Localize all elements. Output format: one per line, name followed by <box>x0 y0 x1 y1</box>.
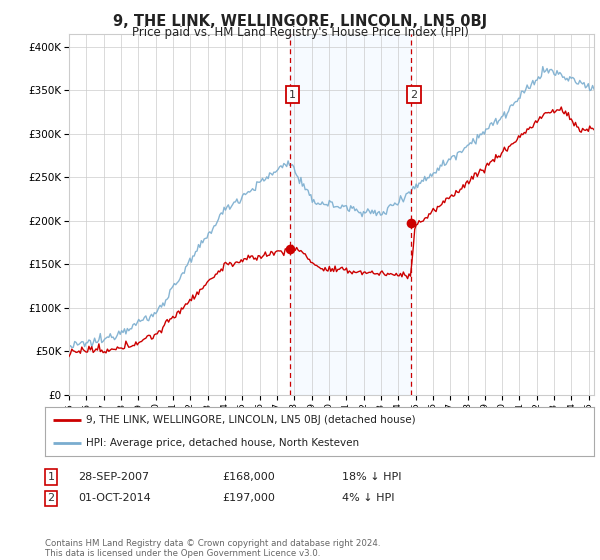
Text: £197,000: £197,000 <box>222 493 275 503</box>
Text: 01-OCT-2014: 01-OCT-2014 <box>78 493 151 503</box>
Bar <box>290 34 411 395</box>
Text: 1: 1 <box>47 472 55 482</box>
Text: 1: 1 <box>289 90 296 100</box>
Text: 28-SEP-2007: 28-SEP-2007 <box>78 472 149 482</box>
Text: 9, THE LINK, WELLINGORE, LINCOLN, LN5 0BJ (detached house): 9, THE LINK, WELLINGORE, LINCOLN, LN5 0B… <box>86 416 416 426</box>
Text: HPI: Average price, detached house, North Kesteven: HPI: Average price, detached house, Nort… <box>86 438 359 448</box>
Text: Price paid vs. HM Land Registry's House Price Index (HPI): Price paid vs. HM Land Registry's House … <box>131 26 469 39</box>
Text: 18% ↓ HPI: 18% ↓ HPI <box>342 472 401 482</box>
Text: 9, THE LINK, WELLINGORE, LINCOLN, LN5 0BJ: 9, THE LINK, WELLINGORE, LINCOLN, LN5 0B… <box>113 14 487 29</box>
Text: 4% ↓ HPI: 4% ↓ HPI <box>342 493 395 503</box>
Text: Contains HM Land Registry data © Crown copyright and database right 2024.
This d: Contains HM Land Registry data © Crown c… <box>45 539 380 558</box>
Text: £168,000: £168,000 <box>222 472 275 482</box>
Text: 2: 2 <box>47 493 55 503</box>
Text: 2: 2 <box>410 90 418 100</box>
